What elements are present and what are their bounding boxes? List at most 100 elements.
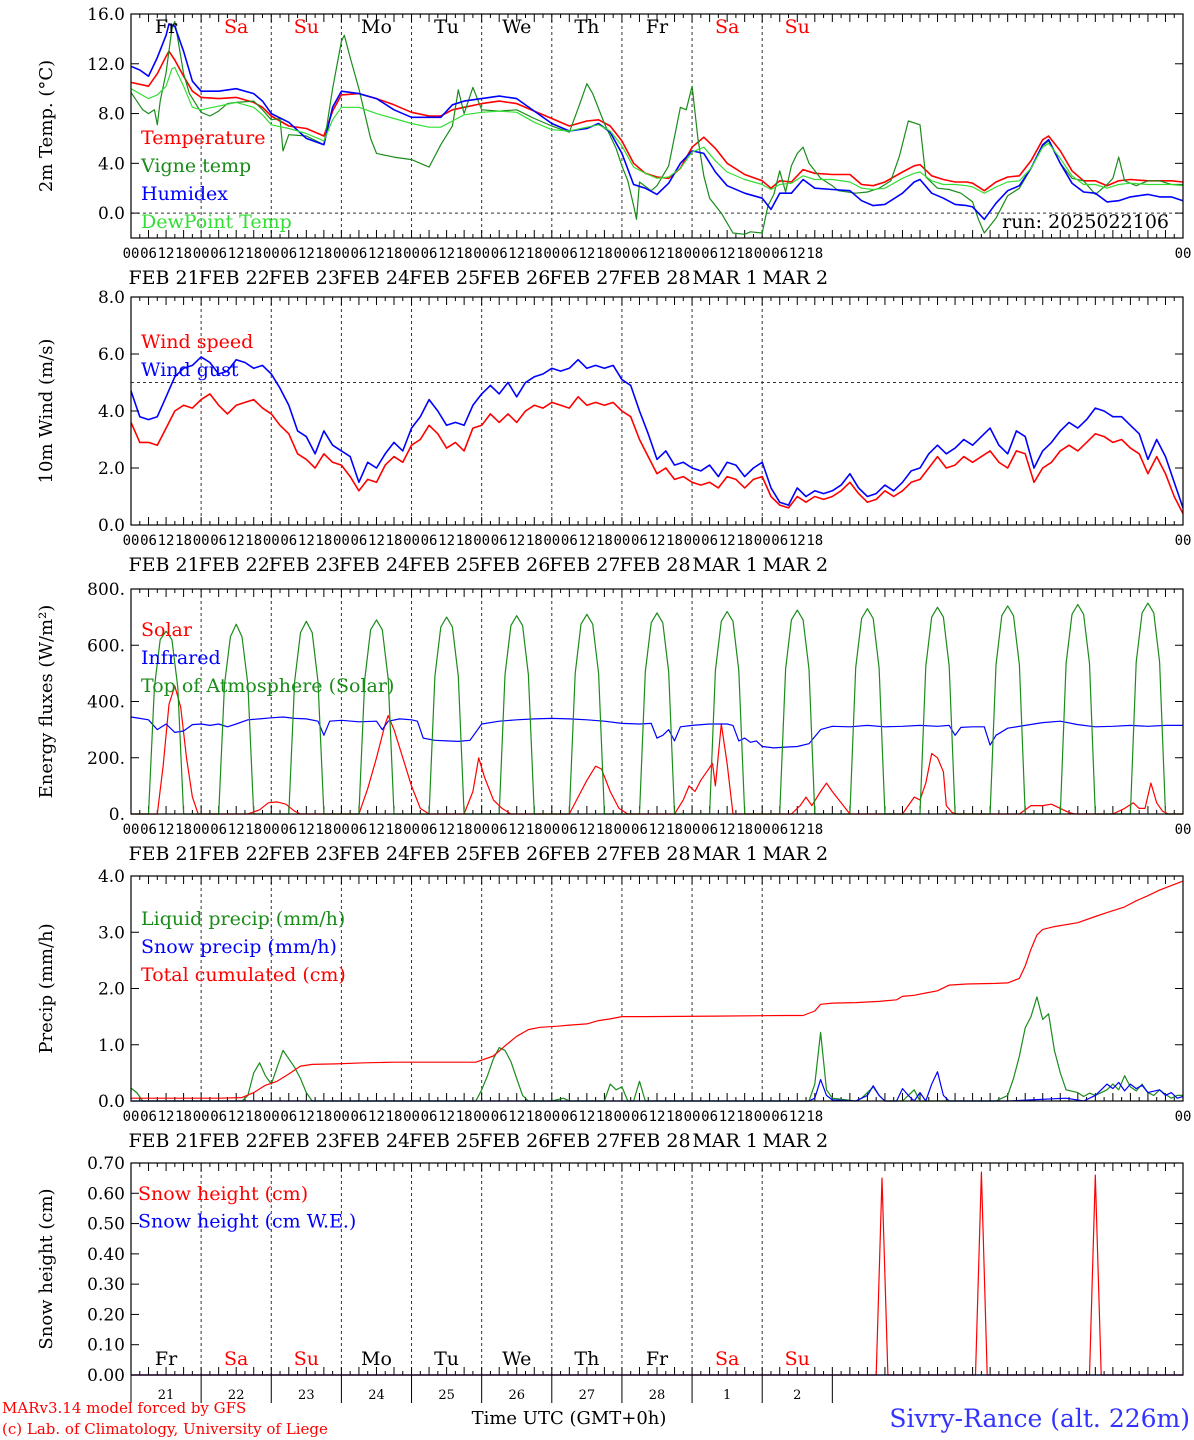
time-axis-label: Time UTC (GMT+0h)	[472, 1408, 667, 1429]
plot-frame	[130, 13, 1184, 239]
hour-label: 18	[596, 1109, 613, 1125]
series-line-dewpoint-temp	[130, 66, 1184, 194]
day-name-label: Tu	[434, 16, 459, 38]
hour-label: 00	[754, 822, 771, 838]
y-tick-label: 0.0	[98, 204, 125, 224]
date-label: FEB 27	[549, 267, 620, 289]
day-number-label: 23	[298, 1388, 315, 1403]
hour-label: 06	[421, 1109, 438, 1125]
hour-label: 12	[298, 822, 315, 838]
plot-frame	[130, 296, 1184, 526]
y-tick-label: 0.0	[98, 1092, 125, 1112]
plot-frame	[130, 875, 1184, 1102]
y-tick-label: 600.	[87, 636, 125, 656]
y-tick-label: 12.0	[87, 55, 125, 75]
hour-label: 06	[491, 246, 508, 262]
hour-label: 18	[245, 246, 262, 262]
hour-label: 18	[456, 246, 473, 262]
hour-label: 12	[578, 533, 595, 549]
hour-label: 06	[771, 1109, 788, 1125]
hour-label: 12	[578, 1109, 595, 1125]
hour-label: 18	[245, 822, 262, 838]
hour-label: 00	[403, 246, 420, 262]
hour-label: 18	[666, 1109, 683, 1125]
hour-label: 00	[403, 533, 420, 549]
y-tick-label: 800.	[87, 580, 125, 600]
day-name-label: We	[502, 16, 531, 38]
hour-label: 18	[806, 822, 823, 838]
hour-label: 12	[649, 246, 666, 262]
date-label: FEB 21	[128, 267, 199, 289]
hour-label: 06	[210, 822, 227, 838]
hour-label: 00	[754, 1109, 771, 1125]
hour-label: 06	[140, 822, 157, 838]
hour-label: 12	[578, 246, 595, 262]
hour-label: 06	[351, 822, 368, 838]
y-tick-label: 16.0	[87, 5, 125, 25]
hour-label: 06	[140, 1109, 157, 1125]
day-name-label: Fr	[155, 1348, 178, 1370]
date-label: FEB 26	[479, 554, 550, 576]
day-name-label: Fr	[646, 16, 669, 38]
date-label: FEB 27	[549, 843, 620, 865]
hour-label: 00	[193, 1109, 210, 1125]
date-label: MAR 1	[692, 267, 758, 289]
series-line-vigne-temp	[130, 20, 1183, 235]
hour-label: 00	[263, 246, 280, 262]
day-number-label: 21	[158, 1388, 175, 1403]
hour-label: 00	[403, 822, 420, 838]
hour-label: 00	[684, 1109, 701, 1125]
y-tick-label: 2.0	[98, 459, 125, 479]
hour-label: 18	[526, 533, 543, 549]
hour-label: 12	[158, 246, 175, 262]
hour-label: 06	[491, 1109, 508, 1125]
hour-label: 00	[543, 533, 560, 549]
panel-temperature: 0.0 4.0 8.0 12.0 16.0 Temperature Vigne temp Hu…	[36, 5, 1191, 289]
hour-label: 00	[1175, 246, 1192, 262]
hour-label: 12	[438, 822, 455, 838]
date-label: MAR 1	[692, 1130, 758, 1152]
hour-label: 00	[754, 246, 771, 262]
date-label: FEB 24	[339, 267, 410, 289]
hour-label: 06	[280, 246, 297, 262]
hour-label: 18	[245, 533, 262, 549]
y-tick-label: 4.0	[98, 154, 125, 174]
date-label: FEB 26	[479, 1130, 550, 1152]
y-axis-label: Energy fluxes (W/m²)	[36, 605, 57, 799]
hour-label: 12	[368, 822, 385, 838]
y-tick-label: 400.	[87, 693, 125, 713]
hour-label: 12	[578, 822, 595, 838]
hour-label: 06	[701, 246, 718, 262]
hour-label: 18	[736, 1109, 753, 1125]
legend-entry: Solar	[141, 619, 193, 641]
hour-label: 00	[263, 1109, 280, 1125]
date-label: MAR 2	[762, 1130, 828, 1152]
hour-label: 12	[789, 822, 806, 838]
hour-label: 18	[245, 1109, 262, 1125]
date-label: FEB 28	[619, 1130, 690, 1152]
hour-label: 00	[614, 1109, 631, 1125]
hour-label: 06	[210, 246, 227, 262]
date-label: FEB 24	[339, 554, 410, 576]
hour-label: 12	[438, 533, 455, 549]
hour-label: 06	[491, 822, 508, 838]
hour-label: 12	[508, 246, 525, 262]
legend-entry: Temperature	[141, 127, 265, 149]
hour-label: 06	[280, 1109, 297, 1125]
legend-entry: Wind speed	[141, 331, 253, 353]
hour-label: 12	[158, 1109, 175, 1125]
hour-label: 00	[473, 246, 490, 262]
hour-label: 18	[456, 533, 473, 549]
hour-label: 18	[175, 246, 192, 262]
hour-label: 00	[333, 822, 350, 838]
hour-label: 00	[123, 246, 140, 262]
legend-entry: Humidex	[141, 183, 228, 205]
day-name-label: Fr	[646, 1348, 669, 1370]
hour-label: 00	[473, 533, 490, 549]
hour-label: 18	[386, 533, 403, 549]
y-tick-label: 6.0	[98, 345, 125, 365]
hour-label: 06	[561, 822, 578, 838]
run-annotation: run: 2025022106	[1002, 211, 1169, 233]
hour-label: 00	[193, 246, 210, 262]
